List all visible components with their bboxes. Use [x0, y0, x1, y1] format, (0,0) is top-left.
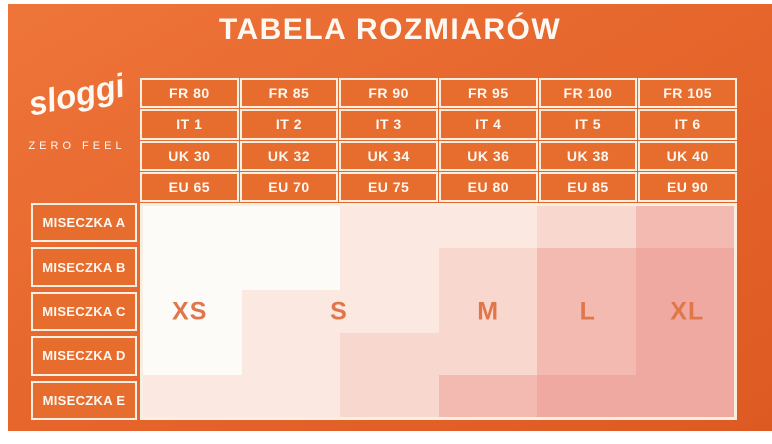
size-matrix-cell — [340, 290, 439, 333]
size-matrix-cell — [438, 332, 537, 375]
size-matrix-cell — [537, 206, 636, 249]
cup-row-label: MISECZKA D — [31, 336, 137, 376]
size-matrix-cell — [635, 374, 734, 417]
band-size-cell: IT 4 — [438, 109, 538, 140]
band-size-cell: UK 32 — [239, 140, 339, 171]
size-matrix-cell — [537, 332, 636, 375]
band-size-cell: IT 5 — [538, 109, 638, 140]
size-matrix-cell — [241, 332, 340, 375]
band-size-cell: EU 90 — [638, 171, 737, 202]
band-size-cell: UK 36 — [438, 140, 538, 171]
band-size-cell: EU 70 — [239, 171, 339, 202]
size-matrix-cell — [438, 248, 537, 291]
band-size-table: FR 80 FR 85 FR 90 FR 95 FR 100 FR 105 IT 1 IT 2… — [140, 78, 737, 202]
size-matrix-cell — [340, 206, 439, 249]
size-matrix-cell — [143, 290, 242, 333]
size-matrix-cell — [241, 290, 340, 333]
band-size-cell: EU 65 — [140, 171, 239, 202]
cup-row-label: MISECZKA A — [31, 203, 137, 243]
size-zone-label-m: M — [477, 297, 500, 325]
band-size-cell: FR 80 — [140, 78, 239, 109]
size-matrix-cell — [635, 206, 734, 249]
size-matrix-cell — [143, 332, 242, 375]
size-matrix-cell — [537, 374, 636, 417]
band-size-cell: UK 40 — [638, 140, 737, 171]
cup-row-labels: MISECZKA A MISECZKA B MISECZKA C MISECZKA D… — [31, 203, 137, 420]
size-zone-label-xs: XS — [172, 297, 208, 325]
size-matrix-cell — [241, 374, 340, 417]
size-zone-labels: XS S M L XL — [140, 203, 737, 420]
size-matrix-cell — [241, 206, 340, 249]
size-matrix-cell — [537, 248, 636, 291]
size-zone-label-l: L — [579, 297, 596, 325]
size-matrix-cell — [340, 248, 439, 291]
size-matrix — [140, 203, 737, 420]
band-size-cell: FR 105 — [638, 78, 737, 109]
band-size-cell: EU 80 — [438, 171, 538, 202]
band-size-cell: IT 3 — [339, 109, 438, 140]
size-matrix-cell — [143, 248, 242, 291]
band-size-cell: IT 6 — [638, 109, 737, 140]
cup-row-label: MISECZKA C — [31, 291, 137, 332]
size-matrix-cell — [143, 206, 242, 249]
sloggi-logo-wordmark: sloggi — [25, 66, 129, 123]
band-size-cell: FR 95 — [438, 78, 538, 109]
band-size-cell: IT 2 — [239, 109, 339, 140]
band-size-cell: FR 100 — [538, 78, 638, 109]
size-matrix-cell — [438, 374, 537, 417]
size-matrix-cell — [340, 374, 439, 417]
size-matrix-cell — [438, 290, 537, 333]
orange-canvas: TABELA ROZMIARÓW sloggi ZERO FEEL FR 80 F… — [8, 4, 772, 431]
band-size-cell: UK 38 — [538, 140, 638, 171]
size-matrix-cell — [635, 290, 734, 333]
band-size-cell: FR 90 — [339, 78, 438, 109]
size-matrix-cell — [438, 206, 537, 249]
page-title: TABELA ROZMIARÓW — [218, 13, 562, 46]
size-matrix-cell — [340, 332, 439, 375]
logo-tagline: ZERO FEEL — [28, 140, 126, 152]
band-size-cell: UK 30 — [140, 140, 239, 171]
cup-row-label: MISECZKA B — [31, 247, 137, 287]
size-zone-label-xl: XL — [670, 297, 705, 325]
size-matrix-cell — [635, 332, 734, 375]
sloggi-logo: sloggi ZERO FEEL — [18, 66, 136, 160]
band-size-cell: EU 75 — [339, 171, 438, 202]
size-matrix-cell — [635, 248, 734, 291]
band-size-cell: EU 85 — [538, 171, 638, 202]
band-size-cell: IT 1 — [140, 109, 239, 140]
size-matrix-cell — [241, 248, 340, 291]
band-size-cell: UK 34 — [339, 140, 438, 171]
cup-row-label: MISECZKA E — [31, 380, 137, 420]
size-matrix-cell — [537, 290, 636, 333]
size-zone-label-s: S — [330, 297, 348, 325]
size-matrix-cell — [143, 374, 242, 417]
band-size-cell: FR 85 — [239, 78, 339, 109]
